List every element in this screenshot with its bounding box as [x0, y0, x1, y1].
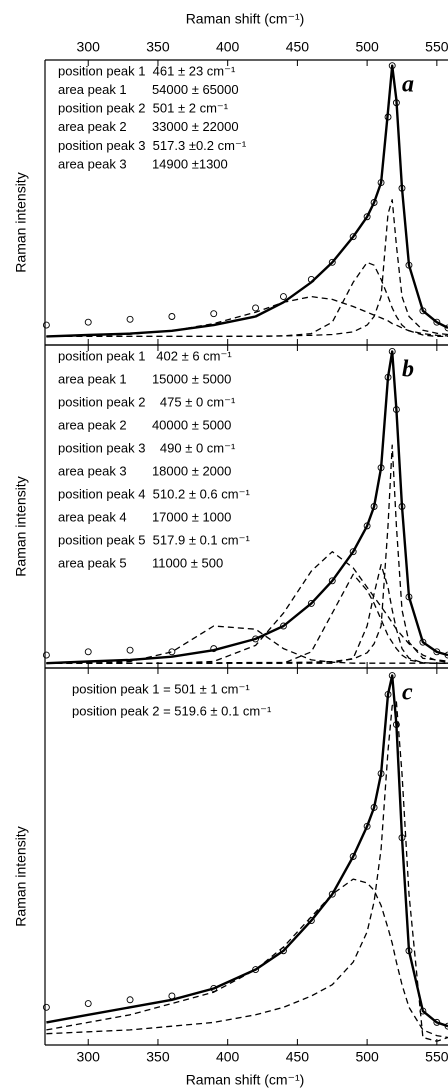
- annotation: area peak 2 40000 ± 5000: [58, 417, 231, 432]
- panel-label: a: [402, 72, 414, 98]
- data-point: [42, 321, 50, 329]
- data-point: [307, 599, 315, 607]
- component-curve: [46, 444, 448, 664]
- data-point: [42, 1003, 50, 1011]
- annotation: area peak 3 18000 ± 2000: [58, 463, 231, 478]
- x-tick-label: 550: [425, 39, 448, 55]
- annotation: position peak 3 490 ± 0 cm⁻¹: [58, 440, 236, 455]
- data-point: [126, 315, 134, 323]
- data-point: [280, 622, 287, 630]
- data-point: [349, 548, 357, 556]
- annotation: position peak 2 475 ± 0 cm⁻¹: [58, 394, 236, 409]
- panel-label: c: [402, 680, 413, 706]
- component-curve: [46, 295, 448, 338]
- annotation: area peak 5 11000 ± 500: [58, 555, 223, 570]
- x-axis-title: Raman shift (cm⁻¹): [186, 1072, 305, 1088]
- data-point: [84, 1000, 92, 1007]
- annotation: position peak 1 = 501 ± 1 cm⁻¹: [72, 681, 250, 696]
- x-tick-label: 300: [77, 39, 101, 55]
- data-point: [349, 233, 357, 241]
- data-point: [42, 651, 50, 659]
- data-point: [349, 853, 357, 860]
- data-point: [328, 577, 336, 585]
- x-tick-label: 550: [425, 1049, 448, 1065]
- data-point: [168, 313, 176, 320]
- annotation: area peak 1 54000 ± 65000: [58, 82, 239, 97]
- annotation: position peak 1 402 ± 6 cm⁻¹: [58, 348, 232, 363]
- component-curve: [46, 878, 448, 1039]
- annotation: area peak 2 33000 ± 22000: [58, 119, 239, 134]
- data-point: [126, 996, 134, 1004]
- annotation: position peak 4 510.2 ± 0.6 cm⁻¹: [58, 486, 250, 501]
- y-axis-title: Raman intensity: [13, 476, 29, 576]
- y-axis-title: Raman intensity: [13, 172, 29, 272]
- component-curve: [46, 573, 448, 664]
- data-point: [280, 293, 287, 300]
- x-tick-label: 500: [355, 39, 379, 55]
- data-point: [444, 324, 448, 332]
- x-axis-title: Raman shift (cm⁻¹): [186, 11, 305, 27]
- data-point: [328, 258, 336, 266]
- component-curve: [46, 551, 448, 664]
- data-point: [84, 318, 92, 326]
- x-tick-label: 350: [146, 39, 170, 55]
- annotation: position peak 2 501 ± 2 cm⁻¹: [58, 101, 229, 116]
- x-tick-label: 400: [216, 1049, 240, 1065]
- annotation: position peak 2 = 519.6 ± 0.1 cm⁻¹: [72, 703, 272, 718]
- x-tick-label: 500: [355, 1049, 379, 1065]
- data-point: [210, 310, 218, 318]
- x-tick-label: 350: [146, 1049, 170, 1065]
- annotation: position peak 1 461 ± 23 cm⁻¹: [58, 63, 236, 78]
- annotation: position peak 5 517.9 ± 0.1 cm⁻¹: [58, 532, 250, 547]
- data-point: [84, 648, 92, 656]
- x-tick-label: 400: [216, 39, 240, 55]
- component-curve: [46, 199, 448, 338]
- component-curve: [46, 261, 448, 338]
- data-point: [168, 648, 176, 656]
- data-point: [363, 213, 371, 221]
- fit-curve: [46, 674, 448, 1028]
- component-curve: [46, 563, 448, 664]
- annotation: area peak 1 15000 ± 5000: [58, 371, 231, 386]
- annotation: position peak 3 517.3 ±0.2 cm⁻¹: [58, 138, 247, 153]
- y-axis-title: Raman intensity: [13, 826, 29, 926]
- data-point: [433, 318, 441, 326]
- fit-curve: [46, 350, 448, 665]
- data-point: [126, 646, 134, 654]
- x-tick-label: 450: [286, 1049, 310, 1065]
- data-point: [252, 966, 260, 974]
- panel-label: b: [402, 357, 414, 383]
- x-tick-label: 300: [77, 1049, 101, 1065]
- x-tick-label: 450: [286, 39, 310, 55]
- data-point: [328, 890, 336, 898]
- data-point: [252, 304, 260, 312]
- annotation: area peak 3 14900 ±1300: [58, 156, 228, 171]
- component-curve: [46, 625, 448, 664]
- annotation: area peak 4 17000 ± 1000: [58, 509, 231, 524]
- fit-curve: [46, 64, 448, 338]
- component-curve: [46, 701, 448, 1042]
